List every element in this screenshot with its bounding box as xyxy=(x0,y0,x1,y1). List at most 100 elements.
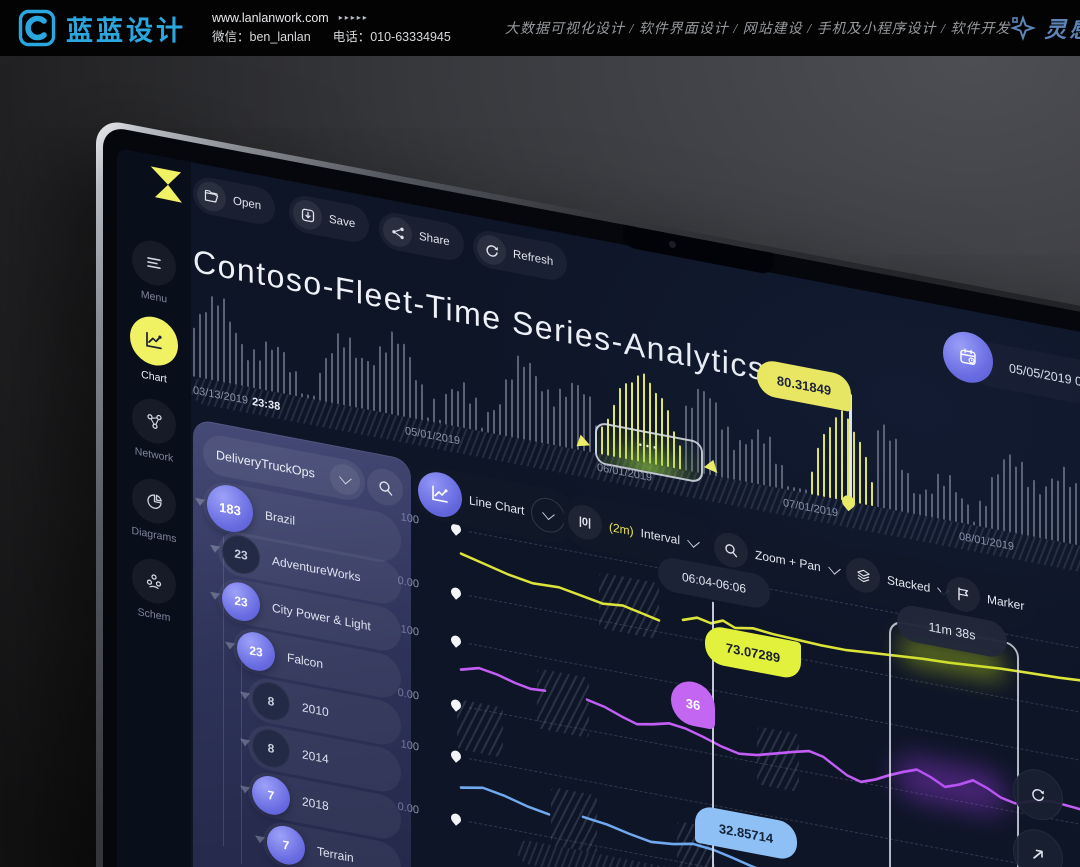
histogram-bar xyxy=(415,379,418,420)
histogram-bar xyxy=(343,347,346,406)
diagrams-tab-button[interactable] xyxy=(132,474,176,528)
lanlan-logo-icon xyxy=(18,9,56,47)
blue-series-line xyxy=(459,786,551,816)
histogram-bar xyxy=(199,313,202,379)
inspiration-collect-link[interactable]: 灵感收集 xyxy=(1010,12,1080,44)
contact-block: www.lanlanwork.com ▸▸▸▸▸ 微信：ben_lanlan 电话：… xyxy=(212,9,451,48)
histogram-bar xyxy=(829,426,832,499)
menu-icon xyxy=(146,256,162,271)
data-gap-hatch xyxy=(599,571,659,640)
zoom-pan-select[interactable]: Zoom + Pan xyxy=(709,518,855,601)
tree-item-label: AdventureWorks xyxy=(272,553,361,585)
histogram-bar xyxy=(271,348,274,392)
axis-pin-icon xyxy=(448,748,464,763)
count-badge: 23 xyxy=(237,628,275,675)
histogram-bar xyxy=(1069,486,1072,545)
histogram-bar xyxy=(283,351,286,395)
refresh-label: Refresh xyxy=(513,248,554,268)
histogram-bar xyxy=(331,352,334,404)
top-banner: 蓝蓝设计 www.lanlanwork.com ▸▸▸▸▸ 微信：ben_lanl… xyxy=(0,0,1080,56)
stage-background: Open Save Share Refresh xyxy=(0,56,1080,867)
app-logo-icon[interactable] xyxy=(149,162,187,207)
open-external-button[interactable] xyxy=(1013,824,1063,867)
marker-button[interactable]: Marker xyxy=(941,563,1037,636)
schema-label: Schem xyxy=(137,605,171,625)
histogram-bar xyxy=(229,321,232,384)
laptop-frame: Open Save Share Refresh xyxy=(96,118,1080,867)
histogram-bar xyxy=(931,492,934,518)
marker-label: Marker xyxy=(987,591,1025,614)
refresh-icon xyxy=(477,232,506,268)
histogram-bar xyxy=(451,388,454,427)
histogram-bar xyxy=(781,464,784,490)
histogram-bar xyxy=(859,441,862,505)
histogram-bar xyxy=(1015,466,1018,534)
people-icon xyxy=(145,571,163,590)
refresh-button[interactable]: Refresh xyxy=(473,227,568,283)
share-button[interactable]: Share xyxy=(379,209,464,264)
data-gap-hatch xyxy=(537,668,589,739)
histogram-bar xyxy=(193,327,196,377)
tree-search-button[interactable] xyxy=(367,465,403,509)
camera-dot xyxy=(669,240,676,249)
calendar-icon[interactable] xyxy=(943,327,993,388)
histogram-bar xyxy=(349,337,352,407)
histogram-bar xyxy=(1033,480,1036,538)
stacked-select[interactable]: Stacked xyxy=(841,544,965,622)
tree-header-label: DeliveryTruckOps xyxy=(216,447,315,481)
histogram-bar xyxy=(955,491,958,523)
network-tab-button[interactable] xyxy=(132,394,176,448)
chart-type-label: Line Chart xyxy=(469,493,525,518)
menu-button[interactable] xyxy=(132,236,176,290)
open-button[interactable]: Open xyxy=(193,174,276,228)
brush-handle-left[interactable] xyxy=(573,434,591,447)
reset-zoom-button[interactable] xyxy=(1013,764,1063,825)
chart-tab-button[interactable] xyxy=(130,312,178,370)
histogram-bar xyxy=(463,381,466,429)
histogram-bar xyxy=(499,403,502,436)
histogram-bar xyxy=(547,388,550,445)
histogram-bar xyxy=(817,447,820,496)
schema-tab-button[interactable] xyxy=(132,554,176,608)
sidebar-nav: Menu Chart Network Diagrams Schem xyxy=(117,148,191,867)
tree-panel: DeliveryTruckOps 183 Brazil 23 AdventureWor… xyxy=(193,418,411,867)
tree-item-label: 2014 xyxy=(302,747,329,767)
flag-icon xyxy=(946,574,980,615)
histogram-bar xyxy=(763,443,766,486)
histogram-bar xyxy=(487,411,490,434)
histogram-bar xyxy=(925,488,928,517)
tree-item-label: 2010 xyxy=(302,700,329,720)
histogram-bar xyxy=(1057,480,1060,542)
histogram-bar xyxy=(493,409,496,435)
histogram-bar xyxy=(535,375,538,443)
chevron-down-icon xyxy=(687,535,700,548)
histogram-bar xyxy=(379,345,382,413)
histogram-bar xyxy=(391,330,394,415)
histogram-bar xyxy=(1039,493,1042,539)
wechat-value: ben_lanlan xyxy=(249,30,311,44)
histogram-bar xyxy=(1075,482,1078,546)
histogram-bar xyxy=(373,364,376,412)
histogram-bar xyxy=(421,383,424,421)
axis-pin-icon xyxy=(448,633,464,648)
selection-box[interactable] xyxy=(889,619,1019,867)
histogram-bar xyxy=(1027,487,1030,537)
histogram-bar xyxy=(823,433,826,498)
histogram-bar xyxy=(889,440,892,510)
histogram-bar xyxy=(877,429,880,508)
histogram-bar xyxy=(469,402,472,430)
histogram-bar xyxy=(295,370,298,397)
count-badge: 183 xyxy=(207,481,253,536)
services-list: 大数据可视化设计 / 软件界面设计 / 网站建设 / 手机及小程序设计 / 软件… xyxy=(504,22,1011,37)
histogram-bar xyxy=(883,424,886,509)
count-badge: 8 xyxy=(252,725,290,772)
histogram-bar xyxy=(475,396,478,431)
chart-type-select[interactable]: Line Chart xyxy=(413,462,578,548)
axis-pin-icon xyxy=(448,811,464,826)
histogram-bar xyxy=(997,473,1000,531)
website-link[interactable]: www.lanlanwork.com xyxy=(212,10,329,25)
save-button[interactable]: Save xyxy=(289,192,370,246)
network-label: Network xyxy=(134,445,174,465)
histogram-bar xyxy=(367,360,370,411)
stacked-label: Stacked xyxy=(887,572,931,596)
